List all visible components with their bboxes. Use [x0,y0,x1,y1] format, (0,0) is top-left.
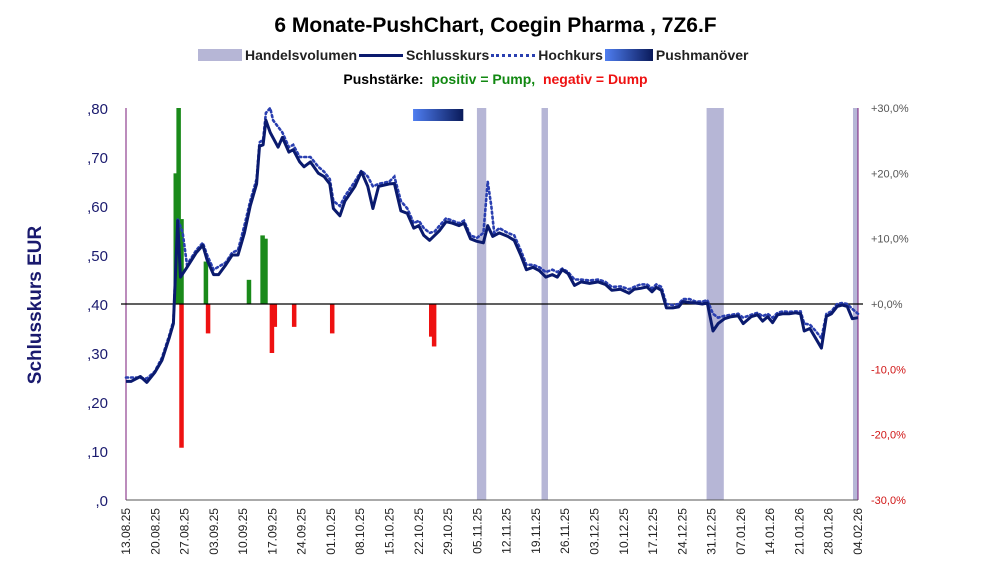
legend-swatch-push [604,49,653,61]
dump-bar-3 [179,304,184,448]
pump-bar-7 [260,235,265,304]
y-axis-label: Schlusskurs EUR [25,225,46,385]
price-lines [124,105,860,384]
legend-label-push: Pushmanöver [655,47,749,63]
legend-label-close: Schlusskurs [406,47,490,63]
dump-bar-10 [272,304,278,327]
y-tick-label: ,80 [87,101,108,118]
y-tick-label: ,70 [87,150,108,167]
x-tick-label: 21.01.26 [792,508,806,555]
subtitle-negative: negativ = Dump [542,71,648,87]
push-strength-bars [173,108,437,448]
legend-item-close: Schlusskurs [359,47,489,63]
x-tick-label: 10.09.25 [236,508,250,555]
subtitle-positive: positiv = Pump, [431,71,536,87]
push-marker [413,109,464,121]
x-tick-label: 20.08.25 [148,508,162,555]
x-tick-label: 27.08.25 [178,508,192,555]
pump-bar-6 [246,279,252,304]
legend-swatch-high [491,53,536,57]
y-tick-label: ,30 [87,346,108,363]
x-tick-label: 31.12.25 [705,508,719,555]
y2-tick-label: +0,0% [871,299,903,311]
x-tick-label: 24.12.25 [675,508,689,555]
x-tick-label: 12.11.25 [500,508,514,554]
legend-label-high: Hochkurs [538,47,603,63]
y2-tick-label: -10,0% [871,364,906,376]
pump-bar-2 [179,219,184,304]
x-tick-label: 14.01.26 [763,508,777,555]
y2-tick-label: +10,0% [871,234,909,246]
dump-bar-5 [205,304,211,334]
push-marker-bar [413,109,464,121]
subtitle-prefix: Pushstärke: [343,71,424,87]
x-tick-label: 19.11.25 [529,508,543,554]
y-tick-label: ,60 [87,199,108,216]
chart-title: 6 Monate-PushChart, Coegin Pharma , 7Z6.… [274,14,717,37]
close-price-line [126,118,859,384]
y2-tick-label: +30,0% [871,103,909,115]
legend-item-high: Hochkurs [491,47,603,63]
high-price-line [124,105,860,380]
x-tick-label: 22.10.25 [412,508,426,555]
x-tick-label: 01.10.25 [324,508,338,555]
chart-subtitle: Pushstärke: positiv = Pump, negativ = Du… [0,71,991,87]
x-tick-label: 07.01.26 [734,508,748,555]
x-tick-label: 05.11.25 [470,508,484,554]
x-tick-label: 10.12.25 [617,508,631,555]
legend-label-volume: Handelsvolumen [245,47,358,63]
x-tick-label: 26.11.25 [558,508,572,554]
legend: Handelsvolumen Schlusskurs Hochkurs Push… [198,45,750,65]
axes: ,0 ,10 ,20 ,30 ,40 ,50 ,60 ,70 ,80 -30,0% -20,0% -1… [87,101,909,555]
x-tick-label: 17.12.25 [646,508,660,555]
x-tick-label: 17.09.25 [265,508,279,555]
pump-bar-8 [263,238,268,304]
x-tick-label: 29.10.25 [441,508,455,555]
x-tick-label: 03.09.25 [207,508,221,555]
legend-swatch-volume [198,49,242,61]
x-tick-label: 24.09.25 [295,508,309,555]
y2-tick-label: +20,0% [871,168,909,180]
y-tick-label: ,50 [87,248,108,265]
pump-bar-4 [203,261,209,304]
dump-bar-12 [329,304,335,334]
dump-bar-11 [291,304,297,327]
dump-bar-13 [429,304,434,337]
x-tick-label: 08.10.25 [353,508,367,555]
x-tick-label: 04.02.26 [851,508,865,555]
pump-bar-1 [176,108,181,304]
y-tick-label: ,0 [95,493,108,510]
y-tick-label: ,40 [87,297,108,314]
legend-swatch-close [359,53,404,57]
y-tick-label: ,20 [87,395,108,412]
y-tick-label: ,10 [87,444,108,461]
x-tick-label: 28.01.26 [822,508,836,555]
y2-tick-label: -30,0% [871,495,906,507]
dump-bar-14 [431,304,437,347]
legend-item-push: Pushmanöver [604,47,749,63]
x-tick-label: 03.12.25 [587,508,601,555]
y2-tick-label: -20,0% [871,430,906,442]
x-tick-label: 15.10.25 [383,508,397,555]
x-tick-label: 13.08.25 [119,508,133,555]
dump-bar-9 [269,304,275,353]
legend-item-volume: Handelsvolumen [198,47,357,63]
